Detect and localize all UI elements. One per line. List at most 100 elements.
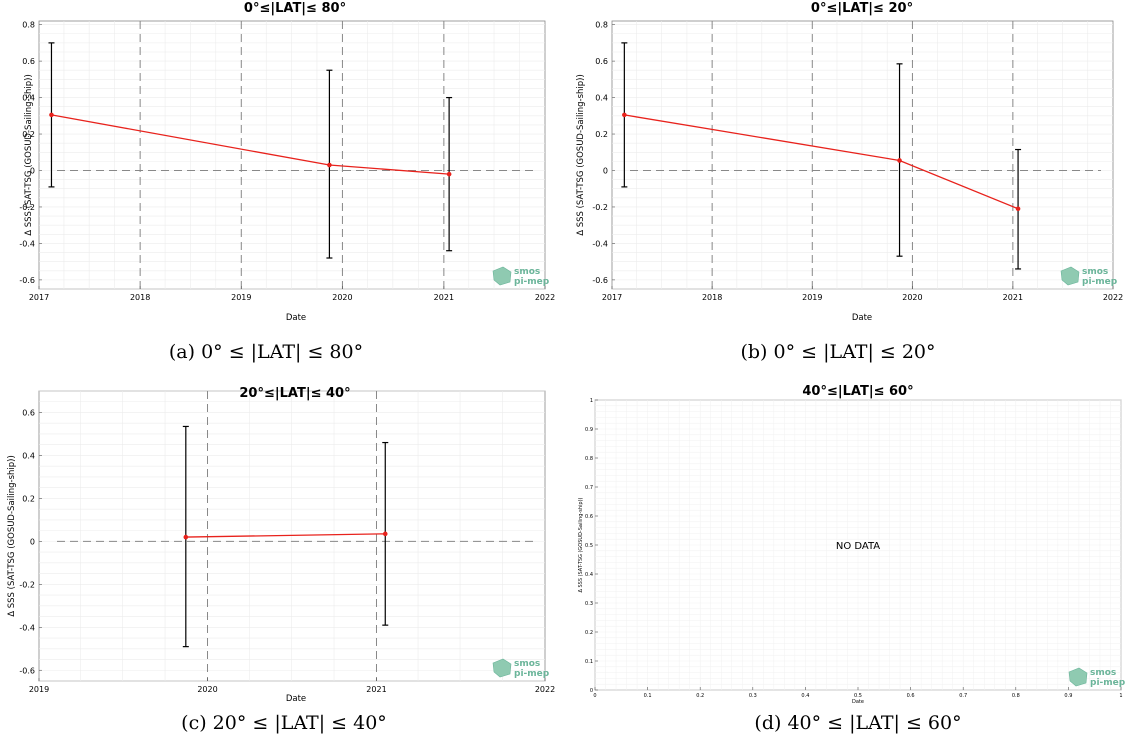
- logo-text-smos: smos: [1082, 267, 1108, 277]
- x-axis-label: Date: [852, 313, 872, 323]
- chart-title: 20°≤|LAT|≤ 40°: [239, 386, 350, 401]
- logo-text-smos: smos: [514, 659, 540, 669]
- y-tick-label: 0: [30, 537, 35, 546]
- x-tick-label: 0.8: [1012, 693, 1020, 699]
- y-tick-label: 1: [590, 398, 593, 404]
- x-tick-label: 0.4: [801, 693, 809, 699]
- data-point: [446, 171, 452, 177]
- chart-panel-c: 2019 2020 2021 2022 -0.6 -0.4 -0.2 0 0.2 0.4 0.6 Da…: [7, 386, 555, 704]
- y-tick-label: 0.3: [585, 601, 593, 607]
- y-axis-label: Δ SSS (SAT-TSG (GOSUD-Sailing-ship)): [578, 497, 584, 592]
- figure-caption: (d) 40° ≤ |LAT| ≤ 60°: [754, 712, 961, 734]
- x-tick-label: 0.1: [644, 693, 652, 699]
- data-point: [897, 158, 902, 163]
- data-point: [382, 531, 388, 537]
- x-tick-label: 0.5: [854, 693, 862, 699]
- chart-panel-d: 0 0.1 0.2 0.3 0.4 0.5 0.6 0.7 0.8 0.9 1 0 0.1 0.2 0.3 0…: [578, 384, 1126, 705]
- chart-title: 0°≤|LAT|≤ 80°: [244, 1, 346, 16]
- x-tick-label: 2020: [197, 685, 217, 694]
- y-tick-label: 0.7: [585, 485, 593, 491]
- x-tick-label: 0.7: [959, 693, 967, 699]
- logo-text-pimep: pi-mep: [1090, 678, 1126, 688]
- x-tick-label: 2017: [602, 293, 622, 302]
- x-tick-label: 2022: [535, 293, 555, 302]
- y-tick-label: 0.4: [22, 451, 35, 460]
- logo-globe-icon: [1068, 667, 1088, 687]
- y-tick-label: -0.4: [19, 623, 35, 632]
- logo-text-pimep: pi-mep: [514, 277, 550, 287]
- chart-panel-a: 2017 2018 2019 2020 2021 2022 -0.6 -0.4 -0.2 0 0.2…: [19, 1, 555, 323]
- x-tick-label: 2021: [434, 293, 454, 302]
- logo-text-smos: smos: [514, 267, 540, 277]
- y-tick-label: 0.4: [595, 94, 608, 103]
- series-line: [185, 533, 386, 538]
- x-tick-label: 2017: [29, 293, 49, 302]
- figure-caption: (a) 0° ≤ |LAT| ≤ 80°: [169, 341, 363, 363]
- logo-globe-icon: [492, 658, 512, 678]
- logo-text-pimep: pi-mep: [1082, 277, 1118, 287]
- y-tick-label: 0: [603, 166, 608, 175]
- logo-text-pimep: pi-mep: [514, 669, 550, 679]
- series: [48, 42, 453, 259]
- x-tick-label: 2020: [902, 293, 922, 302]
- x-axis-label: Date: [286, 313, 306, 323]
- logo-globe-icon: [1060, 266, 1080, 286]
- data-point: [1015, 206, 1021, 212]
- chart-title: 0°≤|LAT|≤ 20°: [811, 1, 913, 16]
- x-tick-label: 2019: [231, 293, 251, 302]
- y-tick-label: 0.2: [22, 130, 35, 139]
- x-tick-label: 2018: [702, 293, 722, 302]
- figure-caption: (c) 20° ≤ |LAT| ≤ 40°: [181, 712, 387, 734]
- x-tick-label: 0.3: [749, 693, 757, 699]
- y-tick-label: 0.4: [22, 94, 35, 103]
- y-tick-label: -0.6: [19, 666, 35, 675]
- y-tick-label: -0.2: [19, 203, 35, 212]
- x-tick-label: 2018: [130, 293, 150, 302]
- y-tick-label: 0.5: [585, 543, 593, 549]
- x-tick-label: 2022: [1103, 293, 1123, 302]
- series: [621, 42, 1022, 270]
- chart-title: 40°≤|LAT|≤ 60°: [802, 384, 913, 399]
- data-point: [49, 112, 54, 118]
- y-tick-label: 0.6: [22, 57, 35, 66]
- y-tick-label: -0.4: [19, 239, 35, 248]
- y-tick-label: 0.6: [585, 514, 593, 520]
- y-tick-label: -0.4: [592, 239, 608, 248]
- y-tick-label: 0.1: [585, 659, 593, 665]
- y-tick-label: 0.2: [22, 494, 35, 503]
- y-axis-label: Δ SSS (SAT-TSG (GOSUD-Sailing-ship)): [24, 74, 34, 236]
- x-tick-label: 0: [593, 693, 596, 699]
- x-tick-label: 2020: [332, 293, 352, 302]
- x-axis-label: Date: [852, 699, 864, 705]
- no-data-annotation: NO DATA: [836, 541, 880, 552]
- data-point: [622, 112, 627, 118]
- y-tick-label: 0.8: [22, 21, 35, 30]
- x-tick-label: 2019: [802, 293, 822, 302]
- y-tick-label: 0.9: [585, 427, 593, 433]
- x-tick-label: 0.9: [1064, 693, 1072, 699]
- grid: [39, 21, 545, 290]
- x-tick-label: 2021: [366, 685, 386, 694]
- data-point: [327, 162, 332, 168]
- y-tick-label: 0.2: [595, 130, 608, 139]
- y-tick-label: 0.6: [595, 57, 608, 66]
- grid: [612, 21, 1113, 290]
- plot-area: [611, 20, 1114, 290]
- y-tick-label: -0.6: [592, 276, 608, 285]
- x-tick-label: 0.2: [696, 693, 704, 699]
- data-point: [183, 534, 189, 540]
- y-tick-label: 0: [590, 688, 593, 694]
- y-tick-label: 0.2: [585, 630, 593, 636]
- y-tick-label: 0.6: [22, 408, 35, 417]
- plot-area: [38, 20, 546, 290]
- logo-text-smos: smos: [1090, 668, 1116, 678]
- x-tick-label: 0.6: [907, 693, 915, 699]
- x-tick-label: 2019: [29, 685, 49, 694]
- y-tick-label: 0.4: [585, 572, 593, 578]
- grid: [39, 390, 545, 682]
- y-tick-label: -0.2: [592, 203, 608, 212]
